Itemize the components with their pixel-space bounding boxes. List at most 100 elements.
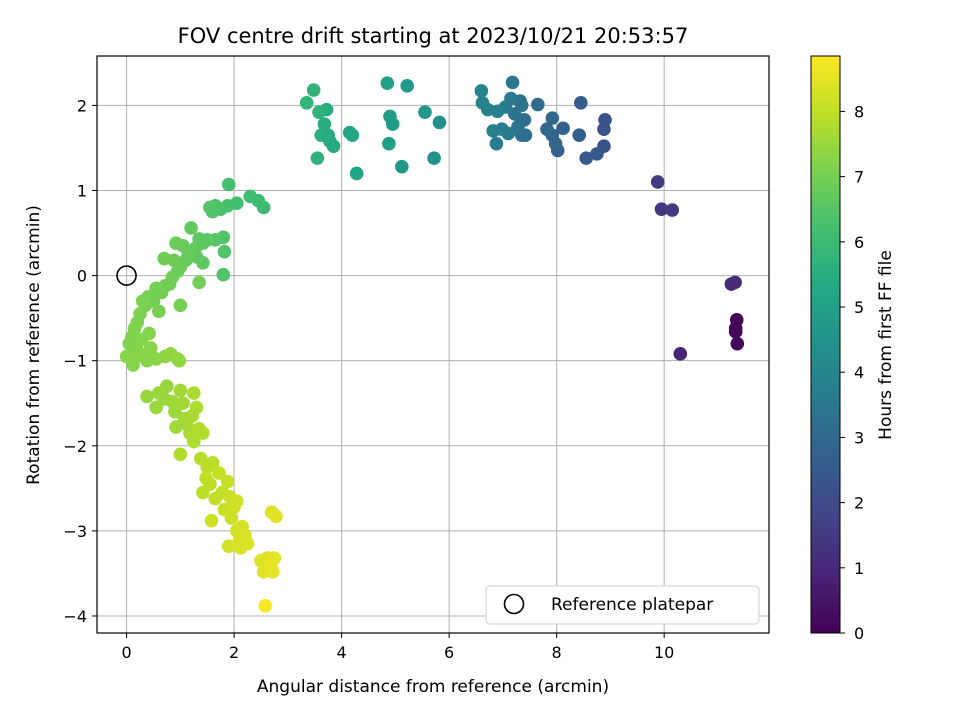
x-tick-label: 6: [444, 643, 454, 662]
data-point: [474, 84, 489, 98]
colorbar-tick-label: 0: [854, 624, 864, 643]
y-tick-label: 1: [77, 181, 87, 200]
data-point: [169, 236, 183, 251]
data-point: [135, 294, 150, 308]
data-point: [514, 98, 529, 113]
data-point: [418, 105, 432, 119]
data-point: [665, 203, 680, 217]
legend: Reference platepar: [485, 585, 760, 625]
data-point: [597, 122, 611, 136]
y-axis-label: Rotation from reference (arcmin): [24, 205, 44, 485]
data-point: [196, 485, 210, 500]
data-point: [267, 551, 282, 565]
colorbar-gradient: [810, 55, 841, 634]
y-tick-label: −3: [63, 522, 87, 541]
data-point: [140, 389, 154, 404]
colorbar-label: Hours from first FF file: [876, 250, 896, 440]
data-point: [196, 426, 210, 440]
data-point: [673, 347, 688, 361]
data-point: [186, 386, 201, 400]
data-point: [184, 221, 198, 235]
data-point: [432, 115, 447, 130]
data-point: [310, 151, 325, 165]
data-point: [149, 400, 163, 415]
legend-label: Reference platepar: [551, 595, 713, 615]
data-point: [217, 244, 232, 259]
data-point: [545, 111, 560, 125]
x-tick-label: 2: [229, 643, 239, 662]
colorbar-tick-label: 5: [854, 298, 864, 317]
data-point: [349, 166, 364, 181]
plot-frame: [96, 55, 770, 634]
data-point: [173, 298, 188, 313]
y-tick-label: 0: [77, 267, 87, 286]
data-point: [486, 124, 501, 138]
data-point: [152, 304, 166, 319]
data-point: [342, 125, 357, 140]
data-point: [216, 267, 231, 282]
data-point: [196, 256, 210, 270]
data-point: [590, 147, 604, 161]
data-point: [243, 189, 258, 204]
y-tick-label: −2: [63, 437, 87, 456]
data-point: [395, 159, 409, 174]
data-point: [221, 539, 236, 553]
legend-marker: [503, 593, 525, 615]
data-point: [199, 471, 213, 485]
data-point: [192, 275, 206, 290]
data-point: [143, 341, 158, 355]
data-point: [172, 353, 187, 368]
data-point: [119, 349, 134, 364]
data-point: [203, 200, 217, 215]
data-point: [165, 394, 180, 409]
data-point: [204, 513, 219, 528]
data-point: [220, 474, 235, 489]
colorbar-tick-label: 2: [854, 494, 864, 513]
data-point: [186, 434, 201, 449]
data-point: [229, 494, 244, 508]
y-tick-label: −4: [63, 607, 87, 626]
y-axis-ticks: −4 −3 −2 −1 0 1 2: [63, 96, 97, 626]
data-point: [728, 324, 743, 339]
data-point: [383, 109, 397, 124]
data-point: [176, 396, 190, 411]
data-point: [212, 466, 226, 480]
data-point: [306, 83, 321, 97]
data-point: [572, 128, 587, 142]
data-point: [205, 455, 220, 470]
data-point: [258, 598, 273, 613]
reference-platepar-marker: [116, 265, 137, 286]
x-tick-label: 4: [337, 643, 347, 662]
data-point: [169, 420, 183, 434]
data-point: [540, 122, 554, 136]
data-point: [730, 336, 745, 351]
data-point: [317, 117, 332, 131]
data-point: [173, 447, 188, 462]
data-point: [574, 96, 588, 110]
y-tick-label: −1: [63, 352, 87, 371]
x-axis-label: Angular distance from reference (arcmin): [257, 677, 609, 697]
grid-lines: [97, 56, 769, 633]
data-point: [173, 383, 188, 398]
legend-box: [485, 585, 760, 625]
data-point: [475, 96, 490, 110]
data-point: [157, 251, 171, 266]
data-point: [380, 76, 395, 91]
y-tick-label: 2: [77, 96, 87, 115]
colorbar-tick-label: 4: [854, 363, 864, 382]
chart-title: FOV centre drift starting at 2023/10/21 …: [178, 24, 689, 48]
data-point: [269, 509, 283, 524]
data-point: [321, 128, 335, 142]
data-point: [312, 105, 326, 119]
data-point: [149, 281, 163, 296]
data-point: [531, 97, 545, 112]
colorbar-ticks: 0 1 2 3 4 5 6 7 8: [840, 102, 864, 643]
data-point: [152, 386, 166, 400]
data-point: [518, 128, 533, 142]
data-point: [489, 136, 504, 151]
colorbar-tick-label: 3: [854, 428, 864, 447]
colorbar: 0 1 2 3 4 5 6 7 8 Hours from first FF file: [810, 55, 896, 643]
data-point: [233, 541, 248, 555]
x-tick-label: 8: [552, 643, 562, 662]
